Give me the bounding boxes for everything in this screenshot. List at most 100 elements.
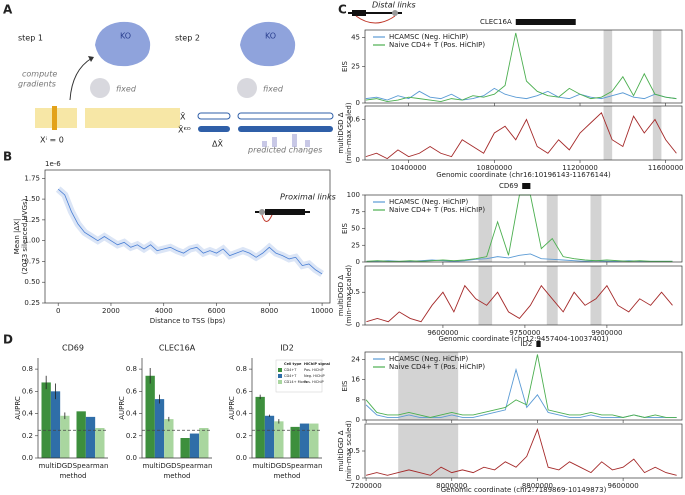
x-tick-label: 9900000 [591, 329, 622, 337]
gene-span [536, 341, 541, 347]
diagram: step 1 step 2 KO KO fixed fixed compute … [18, 21, 334, 155]
gene-label: CD69 [499, 182, 518, 190]
y-tick-label: 16 [351, 376, 360, 384]
bar [60, 415, 70, 458]
arrow [69, 57, 93, 101]
y-tick-label: 1.25 [24, 216, 40, 224]
highlight [398, 424, 459, 478]
y-tick-label: 1.00 [24, 237, 40, 245]
legend-swatch [278, 368, 282, 372]
bar [50, 391, 61, 458]
legend-label: CD14+ Mono [284, 380, 307, 384]
legend-label: CD4+T [284, 374, 297, 378]
y-tick-label: 0.0 [22, 454, 33, 462]
bar [41, 382, 51, 458]
legend-swatch [278, 380, 282, 384]
y-tick-label: 0.6 [22, 387, 34, 395]
y-axis-label: EIS [341, 222, 349, 233]
xhat-label: X̂ [180, 111, 186, 121]
data-block [85, 108, 180, 128]
legend-box [275, 359, 323, 393]
bar [85, 416, 96, 458]
highlight [603, 30, 613, 103]
track-line [365, 32, 677, 102]
y-tick-label: 8 [356, 396, 360, 404]
highlight [652, 106, 662, 160]
highlight [546, 195, 558, 262]
highlight [590, 195, 602, 262]
y-tick-label: 0.0 [236, 454, 247, 462]
track-line [365, 354, 677, 418]
track-line [365, 87, 677, 101]
legend-label: Pos. HiChIP [304, 368, 324, 372]
chart-title: CD69 [62, 344, 84, 353]
y-tick-label: 0.8 [236, 365, 247, 373]
panel-label: C [338, 3, 347, 17]
bar [189, 433, 200, 458]
axes-frame [364, 423, 683, 479]
offset-label: 1e-6 [45, 160, 61, 168]
highlight [478, 266, 493, 325]
panel-label: B [3, 150, 12, 164]
fixed-label: fixed [116, 85, 137, 94]
legend-label: Naive CD4+ T (Pos. HiChIP) [389, 41, 485, 49]
bar [274, 421, 284, 458]
y-tick-label: 24 [351, 356, 360, 364]
y-tick-label: 1.75 [24, 174, 40, 182]
bar [95, 428, 105, 458]
y-tick-label: 0.2 [126, 432, 137, 440]
row-outline [237, 112, 334, 120]
bar [299, 423, 310, 458]
y-tick-label: 1.50 [24, 195, 40, 203]
axes-frame [364, 105, 683, 161]
fixed-icon [237, 78, 257, 98]
x-axis-label: method [163, 472, 190, 480]
y-tick-label: 0.6 [349, 116, 361, 124]
ko-label: KO [120, 32, 131, 41]
compute-label: gradients [18, 80, 56, 89]
row-fill [238, 126, 333, 132]
gene-label: CLEC16A [480, 18, 512, 26]
bar [154, 399, 165, 458]
x-tick-label: 7200000 [350, 482, 381, 490]
bar [145, 375, 155, 458]
axes-spines [37, 358, 108, 459]
track-line [366, 284, 673, 323]
y-tick-label: 0.5 [349, 447, 360, 455]
y-tick-label: 0.25 [24, 299, 40, 307]
gene-span [515, 19, 576, 25]
y-tick-label: 0.75 [24, 257, 40, 265]
bar [264, 415, 275, 458]
gene-icon [348, 12, 402, 14]
axes-spines [251, 358, 322, 459]
x-tick-label: 4000 [155, 307, 173, 315]
gene-span [522, 183, 531, 189]
row-fill [198, 126, 230, 132]
link-arc [261, 214, 273, 222]
y-tick-label: 50 [351, 225, 360, 233]
y-axis-label: (2073 silenced HVGs) [21, 198, 29, 274]
gene-stripe [52, 106, 57, 130]
x-tick-label: 11600000 [648, 164, 684, 172]
y-axis-label: Mean |ΔX| [13, 219, 21, 255]
y-tick-label: 0.4 [126, 410, 138, 418]
highlight [546, 266, 558, 325]
track-line [366, 253, 673, 262]
y-tick-label: 0 [356, 258, 360, 266]
highlight [652, 30, 662, 103]
link-arc [355, 15, 396, 24]
x-tick-label: 11200000 [562, 164, 598, 172]
x-tick-label: 2000 [102, 307, 120, 315]
change-bar [262, 141, 267, 147]
axes-frame [364, 351, 683, 421]
y-tick-label: 0 [356, 416, 360, 424]
chart-title: ID2 [280, 344, 294, 353]
y-axis-label: (min-max scaled) [345, 420, 353, 481]
x-tick-label: 6000 [208, 307, 226, 315]
predicted-label: predicted changes [247, 146, 322, 155]
x-axis-label: Distance to TSS (bps) [150, 317, 226, 325]
y-tick-label: 0 [356, 99, 360, 107]
fixed-icon [90, 78, 110, 98]
axes-frame [44, 169, 331, 304]
